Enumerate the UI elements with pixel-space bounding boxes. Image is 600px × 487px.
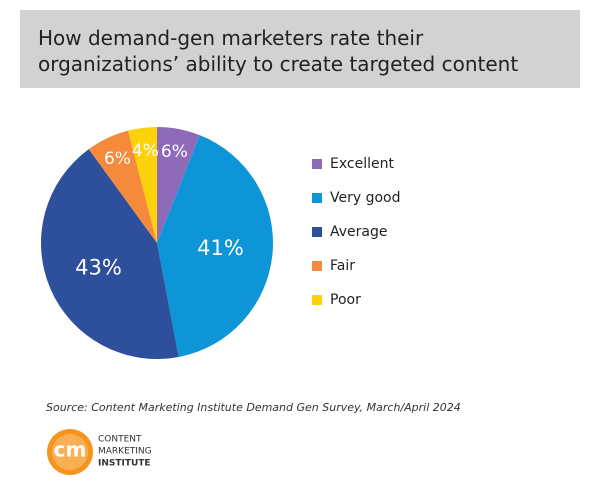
legend-label: Fair	[330, 258, 355, 274]
legend-swatch	[312, 227, 322, 237]
legend-swatch	[312, 261, 322, 271]
logo-ring	[52, 434, 88, 470]
logo-text: CONTENT	[98, 435, 142, 445]
legend-swatch	[312, 159, 322, 169]
legend-label: Very good	[330, 190, 401, 206]
logo-circle	[47, 429, 93, 475]
logo-text: INSTITUTE	[98, 459, 151, 469]
pie-slice	[41, 149, 179, 359]
data-label: 6%	[104, 149, 131, 169]
legend-label: Poor	[330, 292, 361, 308]
data-label: 41%	[197, 236, 244, 260]
data-label: 6%	[161, 142, 188, 162]
source: Source: Content Marketing Institute Dema…	[46, 401, 461, 414]
legend-label: Excellent	[330, 156, 394, 172]
legend-swatch	[312, 193, 322, 203]
pie-slice	[157, 135, 274, 357]
logo-text: MARKETING	[98, 447, 152, 457]
pie-slice	[128, 127, 157, 243]
logo-mark: cm	[54, 438, 87, 462]
pie-slice	[88, 130, 157, 243]
data-label: 43%	[75, 255, 122, 279]
legend-label: Average	[330, 224, 388, 240]
pie-slice	[157, 127, 200, 243]
chart-title: How demand-gen marketers rate their orga…	[20, 10, 580, 88]
data-label: 4%	[132, 141, 159, 161]
legend-swatch	[312, 295, 322, 305]
